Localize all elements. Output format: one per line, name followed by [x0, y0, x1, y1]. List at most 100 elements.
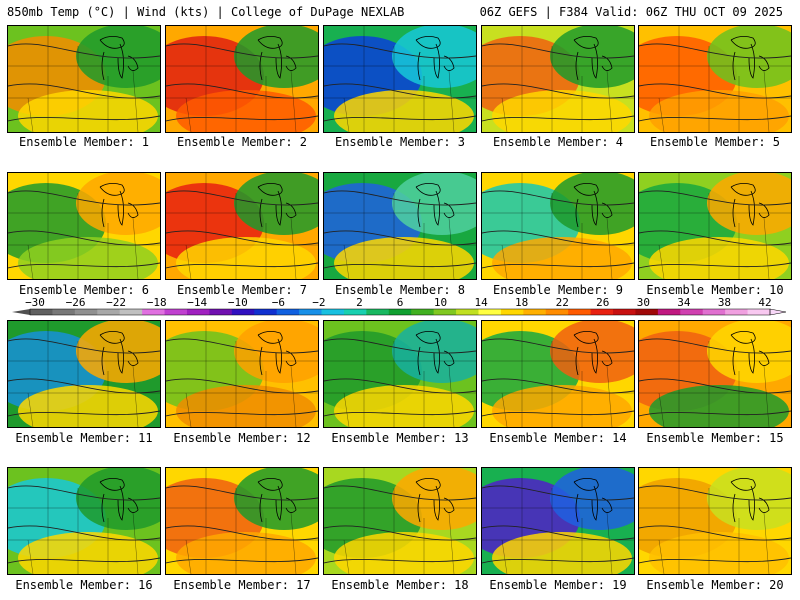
ensemble-map-panel	[481, 172, 635, 280]
ensemble-member-caption: Ensemble Member: 7	[176, 283, 308, 297]
state-borders	[324, 468, 476, 574]
temperature-region	[649, 90, 789, 132]
colorbar-tick-label: 22	[556, 296, 569, 309]
temperature-region	[176, 90, 316, 132]
colorbar-segment	[164, 309, 188, 315]
colorbar-segment	[186, 309, 210, 315]
ensemble-map-panel	[165, 320, 319, 428]
temperature-region	[18, 532, 158, 574]
colorbar-tick-label: −22	[106, 296, 126, 309]
temperature-region	[707, 321, 791, 383]
temperature-region	[234, 321, 318, 383]
great-lakes-outline	[99, 331, 139, 376]
ensemble-member-caption: Ensemble Member: 16	[15, 578, 153, 592]
temperature-region	[76, 173, 160, 235]
isotherm-contours	[8, 338, 160, 417]
ensemble-map-panel	[7, 467, 161, 575]
ensemble-member-caption: Ensemble Member: 19	[489, 578, 627, 592]
temperature-region	[492, 90, 632, 132]
colorbar-segment	[433, 309, 457, 315]
isotherm-contours	[482, 485, 634, 564]
ensemble-member-caption: Ensemble Member: 5	[649, 135, 781, 149]
temperature-region	[492, 237, 632, 279]
ensemble-member-caption: Ensemble Member: 4	[492, 135, 624, 149]
ensemble-member-caption: Ensemble Member: 6	[18, 283, 150, 297]
temperature-colorbar: −30 −26 −22 −18 −14 −10 −6 −2 2 6 10 14 18 22 26 30 34 38…	[12, 296, 787, 316]
colorbar-segment	[231, 309, 255, 315]
ensemble-map-panel	[481, 320, 635, 428]
state-borders	[482, 26, 634, 132]
state-borders	[482, 173, 634, 279]
state-borders	[324, 321, 476, 427]
great-lakes-outline	[415, 478, 455, 523]
colorbar-low-arrow	[12, 309, 30, 315]
great-lakes-outline	[99, 478, 139, 523]
temperature-region	[334, 532, 474, 574]
temperature-region	[76, 321, 160, 383]
temperature-region	[392, 321, 476, 383]
temperature-region	[392, 468, 476, 530]
great-lakes-outline	[573, 183, 613, 228]
temperature-region	[550, 468, 634, 530]
temperature-region	[76, 468, 160, 530]
colorbar-segment	[657, 309, 681, 315]
colorbar-tick-label: 6	[397, 296, 404, 309]
ensemble-map-panel	[165, 172, 319, 280]
state-borders	[639, 173, 791, 279]
isotherm-contours	[8, 190, 160, 269]
colorbar-tick-label: −26	[66, 296, 86, 309]
colorbar-segment	[74, 309, 98, 315]
colorbar-segment	[388, 309, 412, 315]
state-borders	[166, 173, 318, 279]
ensemble-member-caption: Ensemble Member: 10	[646, 283, 784, 297]
ensemble-map-panel	[638, 172, 792, 280]
ensemble-member-caption: Ensemble Member: 3	[334, 135, 466, 149]
ensemble-member-caption: Ensemble Member: 13	[331, 431, 469, 445]
colorbar-segment	[142, 309, 166, 315]
isotherm-contours	[639, 43, 791, 122]
temperature-region	[176, 237, 316, 279]
state-borders	[639, 26, 791, 132]
great-lakes-outline	[257, 478, 297, 523]
temperature-region	[649, 385, 789, 427]
colorbar-segment	[366, 309, 390, 315]
ensemble-member-caption: Ensemble Member: 9	[492, 283, 624, 297]
colorbar-tick-label: −6	[272, 296, 285, 309]
colorbar-tick-label: −30	[25, 296, 45, 309]
isotherm-contours	[324, 43, 476, 122]
state-borders	[324, 173, 476, 279]
colorbar-segment	[30, 309, 53, 315]
isotherm-contours	[324, 485, 476, 564]
great-lakes-outline	[730, 478, 770, 523]
colorbar-segment	[52, 309, 76, 315]
temperature-region	[707, 468, 791, 530]
ensemble-map-panel	[323, 25, 477, 133]
colorbar-segment	[725, 309, 749, 315]
colorbar-segment	[635, 309, 659, 315]
isotherm-contours	[324, 190, 476, 269]
colorbar-tick-label: 42	[758, 296, 771, 309]
ensemble-member-caption: Ensemble Member: 20	[646, 578, 784, 592]
ensemble-map-panel	[165, 467, 319, 575]
ensemble-map-panel	[323, 172, 477, 280]
temperature-region	[234, 468, 318, 530]
great-lakes-outline	[257, 331, 297, 376]
great-lakes-outline	[730, 331, 770, 376]
colorbar-tick-label: 14	[474, 296, 488, 309]
ensemble-member-caption: Ensemble Member: 12	[173, 431, 311, 445]
great-lakes-outline	[257, 36, 297, 81]
great-lakes-outline	[730, 36, 770, 81]
ensemble-member-caption: Ensemble Member: 8	[334, 283, 466, 297]
colorbar-tick-label: −10	[228, 296, 248, 309]
state-borders	[8, 468, 160, 574]
temperature-region	[18, 237, 158, 279]
state-borders	[166, 321, 318, 427]
ensemble-member-caption: Ensemble Member: 1	[18, 135, 150, 149]
ensemble-member-caption: Ensemble Member: 14	[489, 431, 627, 445]
great-lakes-outline	[573, 36, 613, 81]
colorbar-segment	[702, 309, 726, 315]
colorbar-segment	[343, 309, 367, 315]
colorbar-segment	[456, 309, 479, 315]
ensemble-map-panel	[481, 467, 635, 575]
colorbar-segment	[209, 309, 233, 315]
